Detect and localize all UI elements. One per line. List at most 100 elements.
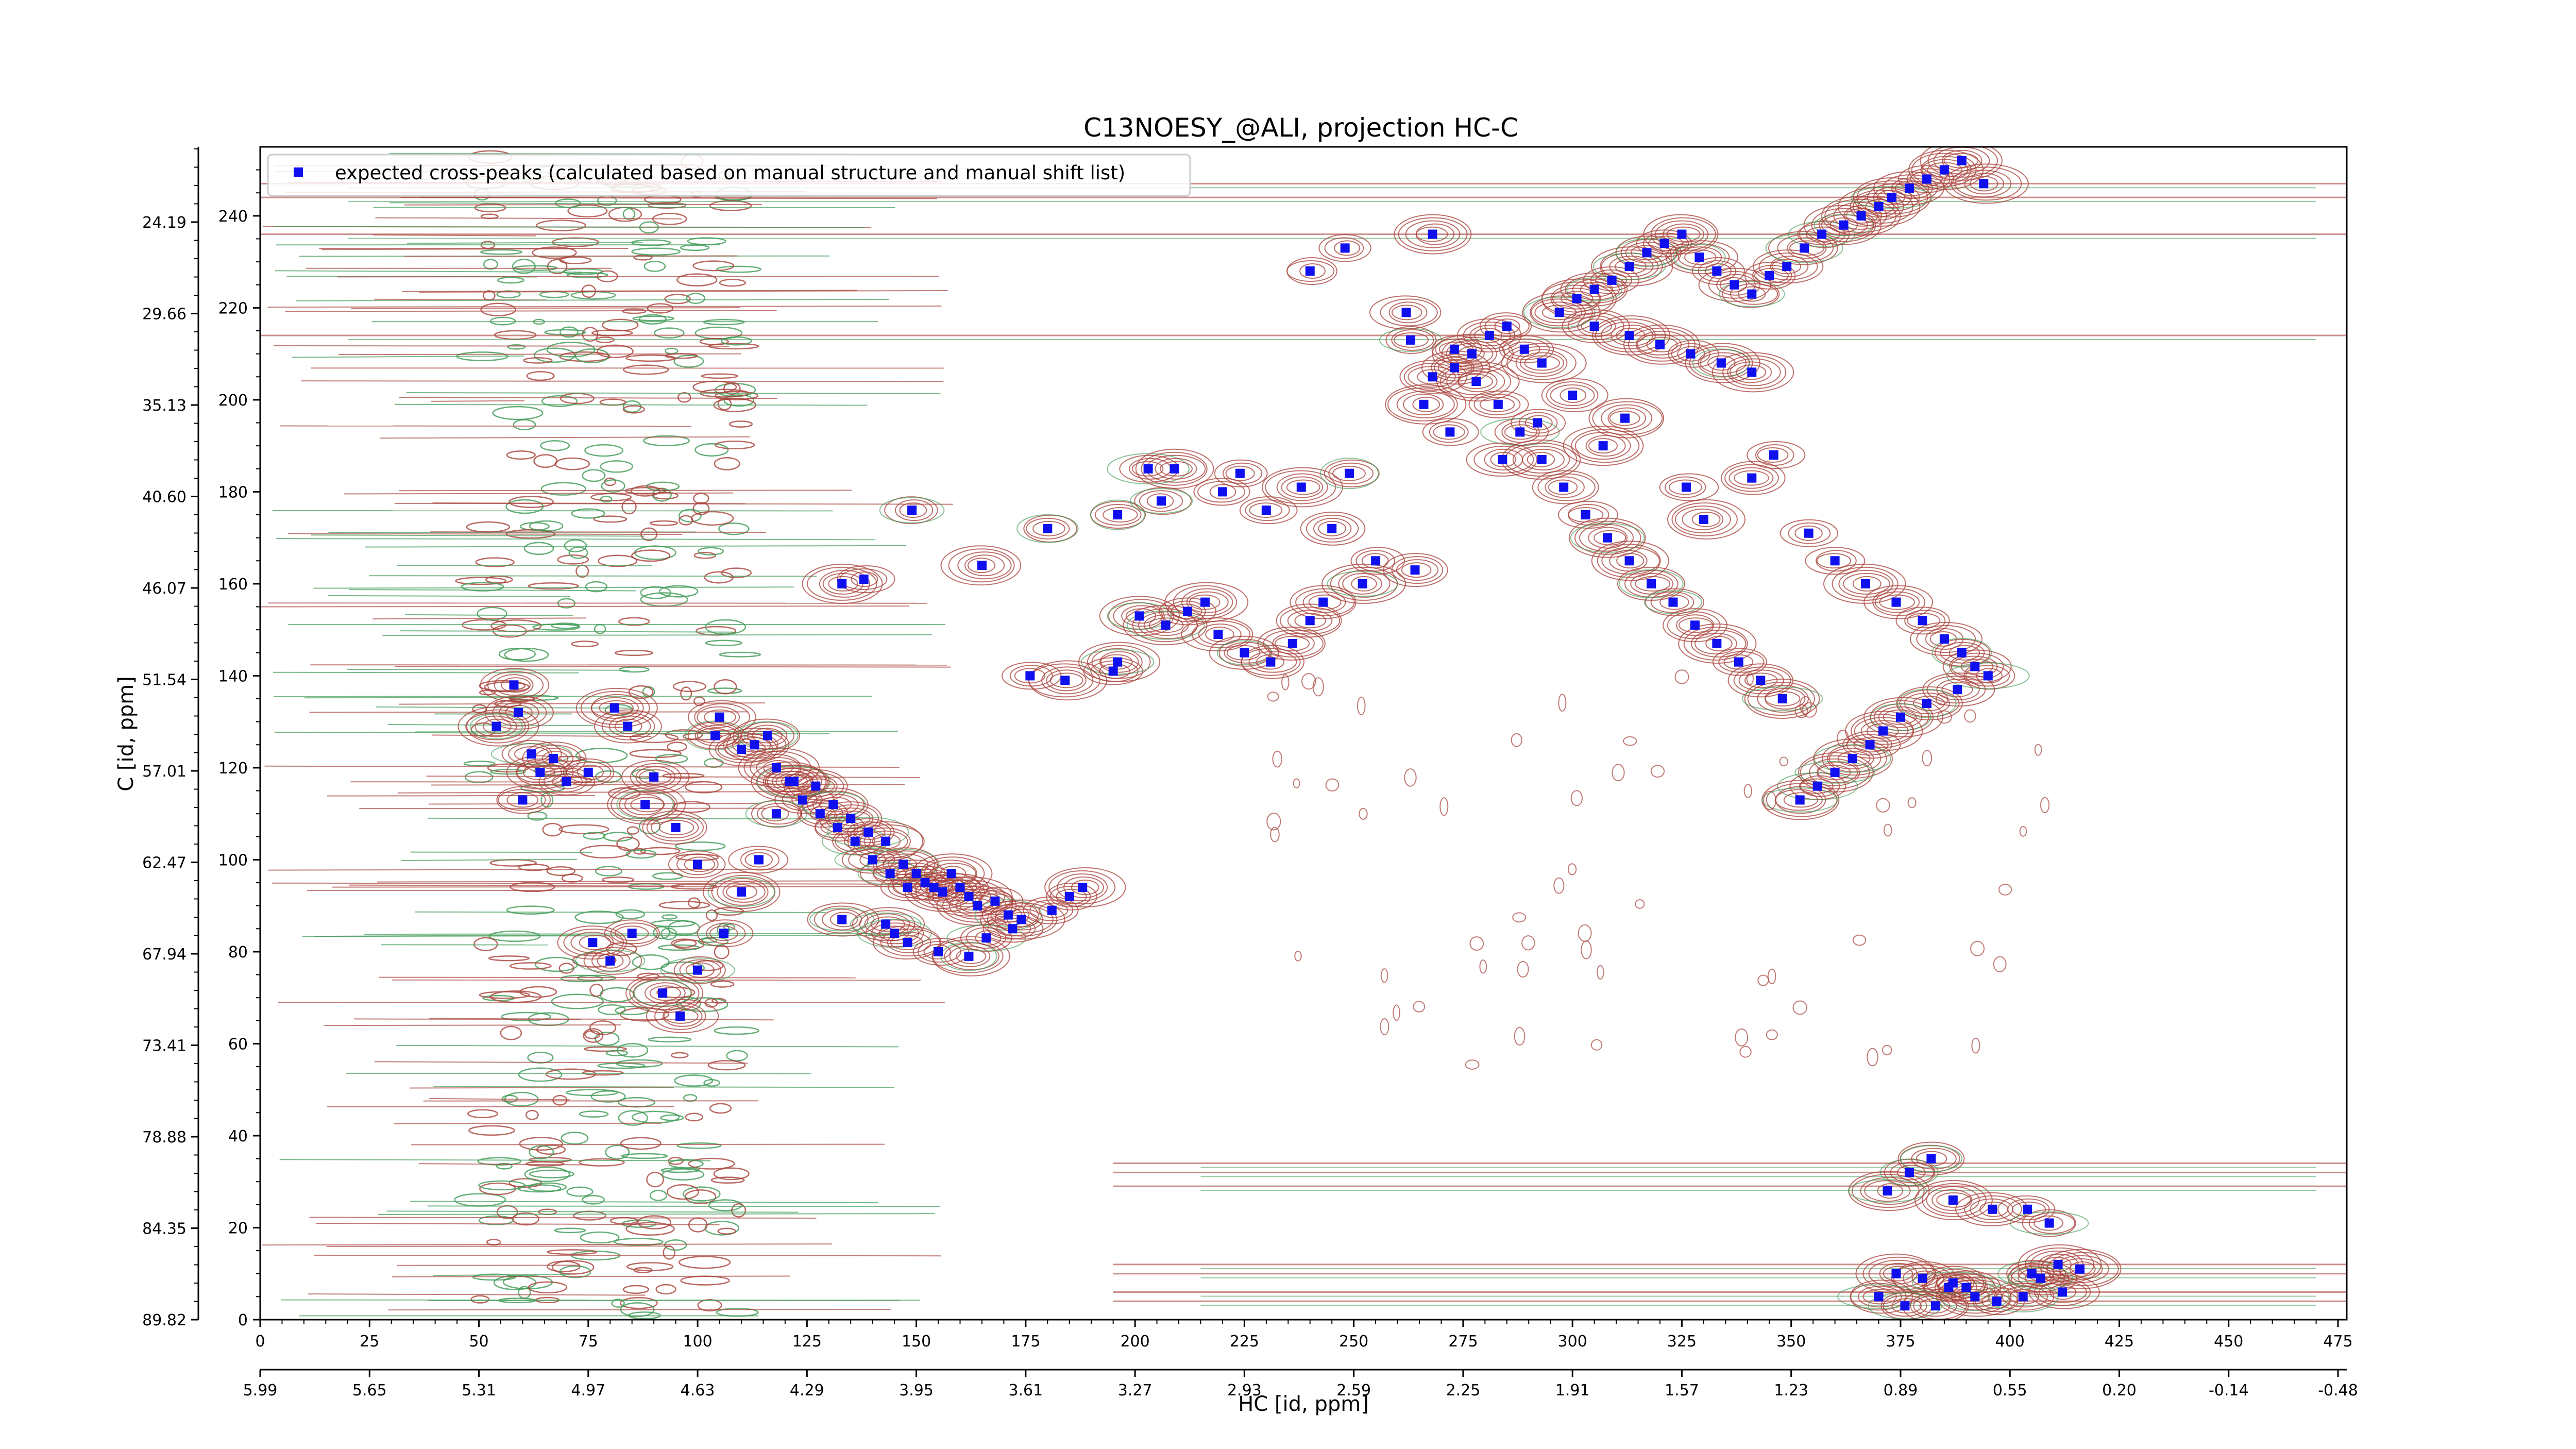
peak-contour: [1863, 585, 1934, 619]
contour-ring: [664, 294, 691, 305]
peak-contour: [847, 821, 924, 862]
peak-contour: [872, 833, 901, 849]
peak-contour: [1940, 642, 1985, 664]
peak-contour: [465, 712, 526, 740]
expected-cross-peak: [1856, 211, 1866, 221]
peak-contour: [583, 947, 642, 975]
peak-contour: [2028, 1275, 2100, 1309]
contour-ring: [528, 1281, 568, 1294]
peak-contour: [1738, 286, 1766, 302]
contour-ring: [597, 344, 634, 358]
contour-ring: [598, 1004, 626, 1015]
peak-contour: [1646, 336, 1678, 352]
peak-contour: [1774, 789, 1823, 811]
expected-cross-peak: [1603, 533, 1613, 543]
contour-ring: [678, 1256, 731, 1269]
expected-cross-peak: [1047, 905, 1057, 915]
peak-contour: [1351, 576, 1377, 592]
expected-cross-peak: [859, 574, 869, 584]
peak-contour: [538, 767, 596, 796]
peak-contour: [2042, 1256, 2072, 1272]
peak-contour: [1678, 623, 1757, 664]
peak-contour: [1927, 147, 1998, 178]
peak-contour: [1361, 553, 1389, 569]
peak-contour: [1121, 605, 1163, 627]
contour-ring: [1479, 959, 1487, 974]
contour-ring: [1380, 968, 1388, 983]
peak-contour: [707, 877, 775, 907]
peak-contour: [1694, 632, 1737, 654]
peak-contour: [1257, 626, 1326, 661]
contour-ring: [523, 542, 554, 555]
expected-cross-peak: [1484, 330, 1494, 340]
expected-cross-peak: [771, 809, 781, 819]
contour-streak: [411, 1143, 885, 1145]
peak-contour: [1926, 1186, 1980, 1214]
contour-ring: [656, 986, 696, 999]
peak-contour: [1290, 585, 1357, 619]
peak-contour: [1531, 298, 1586, 327]
contour-ring: [529, 1169, 574, 1178]
peak-contour: [1635, 576, 1671, 592]
contour-ring: [676, 273, 718, 287]
expected-cross-peak: [1795, 795, 1805, 805]
peak-contour: [1761, 787, 1838, 813]
expected-cross-peak: [1064, 891, 1074, 901]
contour-ring: [505, 499, 544, 514]
x-index-tick-label: 350: [1776, 1333, 1806, 1351]
peak-contour: [1741, 686, 1823, 711]
peak-contour: [1256, 654, 1285, 670]
contour-ring: [723, 394, 755, 407]
peak-contour: [756, 803, 802, 825]
peak-contour: [1705, 635, 1733, 651]
peak-contour: [923, 943, 951, 959]
contour-ring: [693, 552, 717, 559]
contour-ring: [566, 272, 608, 278]
peak-contour: [1744, 679, 1820, 719]
expected-cross-peak: [837, 579, 847, 588]
contour-ring: [525, 1109, 539, 1120]
x-ppm-tick-label: -0.14: [2209, 1381, 2249, 1400]
contour-ring: [1735, 1028, 1749, 1047]
peak-contour: [2007, 1267, 2074, 1290]
x-index-tick-label: 425: [2105, 1333, 2134, 1351]
expected-cross-peak: [1406, 335, 1416, 345]
y-ppm-tick-label: 78.88: [142, 1128, 187, 1147]
peak-contour: [1747, 441, 1806, 469]
peak-contour: [1683, 626, 1748, 661]
peak-contour: [747, 724, 788, 747]
contour-ring: [518, 1067, 563, 1082]
peak-contour: [827, 807, 874, 830]
peak-contour: [1032, 520, 1065, 536]
expected-cross-peak: [1677, 229, 1687, 239]
contour-ring: [1998, 884, 2012, 896]
peak-contour: [1338, 569, 1391, 598]
contour-ring: [1852, 934, 1867, 946]
contour-ring: [654, 327, 685, 339]
expected-cross-peak: [1502, 322, 1512, 331]
peak-contour: [1515, 349, 1568, 377]
expected-cross-peak: [1988, 1204, 1997, 1214]
peak-contour: [1416, 226, 1448, 242]
peak-contour: [575, 949, 646, 973]
contour-ring: [719, 651, 761, 658]
expected-cross-peak: [1287, 638, 1297, 648]
peak-contour: [668, 850, 726, 879]
x-ppm-tick-label: -0.48: [2318, 1381, 2358, 1400]
peak-contour: [650, 816, 699, 838]
peak-contour: [1398, 217, 1468, 251]
x-index-tick-label: 150: [902, 1333, 931, 1351]
contour-ring: [1570, 790, 1583, 806]
peak-contour: [1866, 723, 1899, 739]
x-ppm-tick-label: 0.20: [2102, 1381, 2137, 1400]
peak-contour: [1403, 393, 1444, 415]
peak-contour: [639, 769, 672, 785]
contour-ring: [1799, 696, 1812, 715]
expected-cross-peak: [1401, 308, 1411, 317]
contour-ring: [705, 619, 747, 635]
peak-contour: [1936, 1192, 1972, 1208]
peak-contour: [2018, 1244, 2102, 1285]
expected-cross-peak: [2036, 1273, 2045, 1283]
peak-contour: [1757, 685, 1809, 713]
peak-contour: [685, 962, 715, 978]
